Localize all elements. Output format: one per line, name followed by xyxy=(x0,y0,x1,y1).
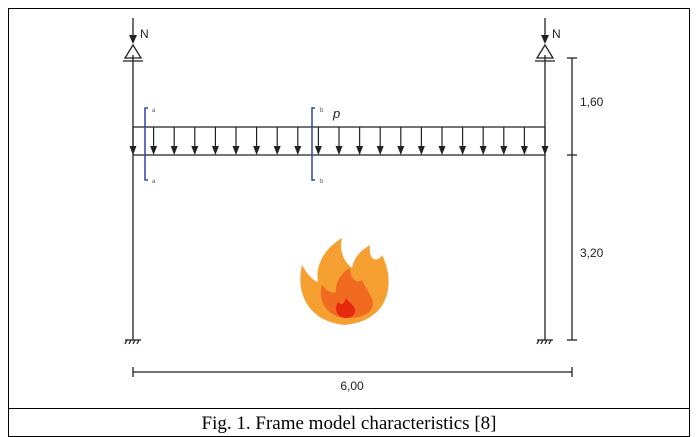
load-arrowhead xyxy=(170,146,178,155)
axial-load-label: N xyxy=(140,27,149,41)
section-b-marker xyxy=(311,107,315,181)
load-arrowhead xyxy=(356,146,364,155)
right-base xyxy=(536,339,553,345)
load-arrowhead xyxy=(314,146,322,155)
load-arrowhead xyxy=(376,146,384,155)
load-arrows xyxy=(129,127,549,155)
section-label: a xyxy=(152,108,156,114)
load-arrowhead xyxy=(438,146,446,155)
load-arrowhead xyxy=(232,146,240,155)
fire xyxy=(300,238,389,325)
right-top-support xyxy=(535,43,555,62)
left-top-support xyxy=(123,43,143,62)
section-a-marker xyxy=(144,107,148,181)
left-base xyxy=(124,339,141,345)
load-arrowhead xyxy=(294,146,302,155)
right-n-arrowhead xyxy=(541,35,549,44)
load-arrowhead xyxy=(211,146,219,155)
dimension-label: 1,60 xyxy=(580,95,604,109)
load-arrowhead xyxy=(417,146,425,155)
load-arrowhead xyxy=(335,146,343,155)
load-arrowhead xyxy=(479,146,487,155)
section-label: a xyxy=(152,179,156,185)
dimension-label: 3,20 xyxy=(580,246,604,260)
load-arrowhead xyxy=(191,146,199,155)
load-arrowhead xyxy=(459,146,467,155)
load-arrowhead xyxy=(150,146,158,155)
load-arrowhead xyxy=(520,146,528,155)
caption: Fig. 1. Frame model characteristics [8] xyxy=(202,413,497,434)
axial-load-label: N xyxy=(552,27,561,41)
distributed-load-label: p xyxy=(332,106,340,121)
load-arrowhead xyxy=(541,146,549,155)
load-arrowhead xyxy=(253,146,261,155)
load-arrowhead xyxy=(500,146,508,155)
section-label: b xyxy=(320,179,324,185)
load-arrowhead xyxy=(397,146,405,155)
load-arrowhead xyxy=(273,146,281,155)
dimension-label: 6,00 xyxy=(340,379,364,393)
section-label: b xyxy=(320,108,324,114)
load-arrowhead xyxy=(129,146,137,155)
left-n-arrowhead xyxy=(129,35,137,44)
